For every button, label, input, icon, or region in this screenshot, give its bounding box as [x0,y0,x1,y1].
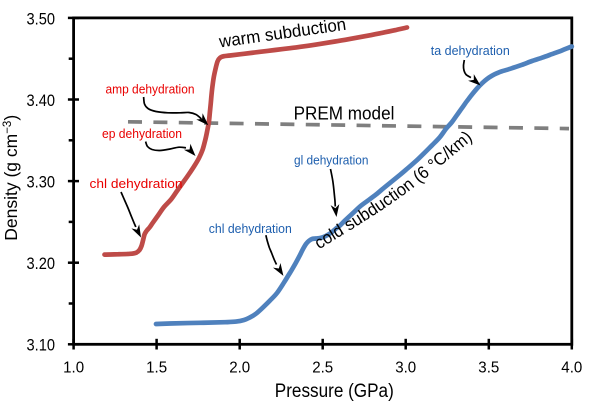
svg-text:2.5: 2.5 [312,360,333,377]
svg-text:3.20: 3.20 [27,255,56,273]
svg-text:amp dehydration: amp dehydration [106,81,195,96]
svg-text:Density (g cm−3): Density (g cm−3) [1,115,21,241]
svg-text:3.10: 3.10 [27,337,56,355]
svg-text:1.0: 1.0 [63,360,84,377]
svg-text:warm subduction: warm subduction [217,14,347,52]
svg-text:4.0: 4.0 [561,360,582,377]
svg-text:2.0: 2.0 [229,360,250,377]
svg-text:3.5: 3.5 [478,360,499,377]
svg-text:gl dehydration: gl dehydration [294,153,369,168]
svg-text:Pressure (GPa): Pressure (GPa) [275,381,394,402]
svg-text:ep dehydration: ep dehydration [102,126,182,141]
svg-text:chl dehydration: chl dehydration [90,176,183,191]
svg-text:1.5: 1.5 [146,360,167,377]
svg-text:cold subduction (6 °C/km): cold subduction (6 °C/km) [311,127,476,253]
svg-text:chl dehydration: chl dehydration [209,221,292,236]
svg-text:3.30: 3.30 [27,174,56,192]
svg-text:3.40: 3.40 [27,92,56,110]
svg-text:3.50: 3.50 [27,10,56,28]
svg-text:3.0: 3.0 [395,360,416,377]
svg-text:ta dehydration: ta dehydration [431,43,510,58]
svg-text:PREM model: PREM model [294,103,395,124]
